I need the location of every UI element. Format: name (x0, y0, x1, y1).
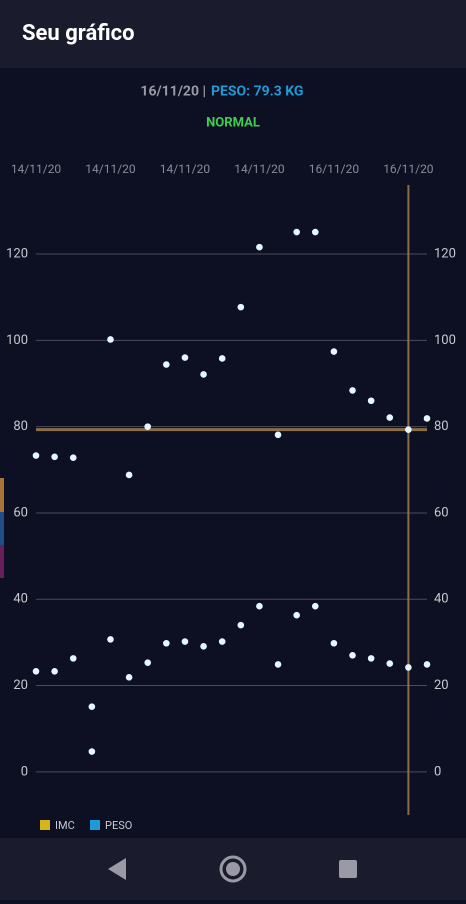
point (311, 228, 319, 236)
app-bar (0, 0, 466, 68)
y-tick-label: 100 (6, 333, 28, 348)
y2-tick-label: 120 (434, 246, 456, 261)
point (311, 602, 319, 610)
point (423, 661, 431, 668)
x-tick-label: 16/11/20 (383, 162, 434, 176)
point (367, 655, 375, 662)
point (237, 303, 245, 311)
y-tick-label: 60 (13, 505, 28, 520)
point (125, 471, 133, 479)
point (274, 431, 282, 439)
point (349, 387, 356, 394)
point (32, 452, 40, 459)
point (330, 639, 338, 647)
home-button[interactable] (219, 855, 247, 883)
point (274, 661, 282, 668)
point (405, 426, 412, 433)
point (181, 354, 189, 361)
point (200, 642, 207, 650)
point (144, 659, 152, 666)
point (218, 355, 226, 362)
point (107, 336, 114, 343)
legend-label: IMC (55, 819, 75, 832)
y2-tick-label: 40 (434, 592, 449, 607)
app-title: Seu gráfico (22, 21, 135, 46)
legend-swatch (40, 820, 50, 830)
point (163, 361, 170, 368)
x-tick-label: 14/11/20 (11, 162, 62, 176)
y-tick-label: 20 (13, 678, 28, 693)
home-button-dot (226, 862, 240, 876)
side-tab (0, 478, 4, 512)
point (51, 668, 58, 675)
point (386, 414, 394, 421)
y-tick-label: 120 (6, 246, 28, 261)
point (200, 371, 207, 378)
point (163, 639, 170, 647)
point (349, 652, 356, 659)
point (330, 348, 338, 355)
y2-tick-label: 60 (434, 505, 449, 520)
point (144, 423, 152, 430)
point (256, 602, 263, 610)
date: 16/11/20 | (140, 84, 206, 100)
x-tick-label: 14/11/20 (85, 162, 136, 176)
point (181, 638, 189, 645)
y-tick-label: 0 (21, 764, 28, 779)
point (69, 454, 77, 462)
plot: 0 0 20 20 40 40 60 60 80 80 100 100 120 120 14/11/20 14… (6, 162, 456, 832)
x-tick-label: 14/11/20 (160, 162, 211, 176)
point (125, 674, 133, 681)
side-tab (0, 545, 4, 578)
status: NORMAL (206, 115, 260, 130)
y2-tick-label: 80 (434, 419, 449, 434)
point (88, 748, 96, 755)
back-button[interactable] (108, 858, 126, 880)
point (51, 453, 58, 461)
y2-tick-label: 100 (434, 333, 456, 348)
point (237, 621, 245, 629)
point (107, 636, 114, 643)
y-tick-label: 80 (13, 419, 28, 434)
point (69, 655, 77, 662)
point (386, 660, 394, 667)
point (367, 397, 375, 405)
x-tick-label: 16/11/20 (309, 162, 360, 176)
legend-swatch (90, 820, 100, 830)
weight: PESO: 79.3 KG (211, 84, 303, 100)
y2-tick-label: 0 (434, 764, 441, 779)
point (423, 415, 431, 422)
point (218, 638, 226, 645)
recents-button[interactable] (339, 860, 357, 878)
y2-tick-label: 20 (434, 678, 449, 693)
point (293, 611, 300, 619)
y-tick-label: 40 (13, 592, 28, 607)
point (32, 668, 40, 675)
point (405, 664, 412, 671)
x-tick-label: 14/11/20 (234, 162, 285, 176)
legend-label: PESO (105, 819, 132, 832)
side-tab (0, 512, 4, 545)
point (293, 228, 300, 236)
point (256, 243, 263, 251)
point (88, 703, 96, 710)
